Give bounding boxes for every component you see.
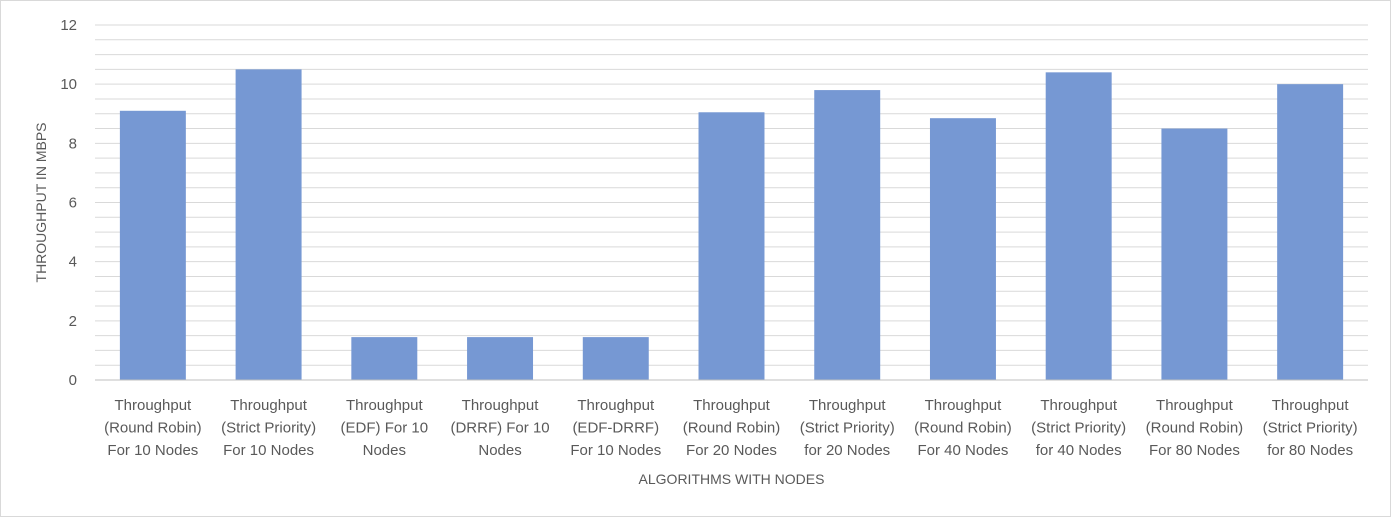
- bars: [119, 69, 1344, 381]
- x-category-label: Throughput (Strict Priority) For 10 Nodes: [221, 397, 316, 459]
- x-axis-title: ALGORITHMS WITH NODES: [639, 471, 825, 487]
- bar: [929, 118, 996, 380]
- x-category-label: Throughput (DRRF) For 10 Nodes: [450, 397, 549, 459]
- y-tick-label: 4: [69, 254, 77, 271]
- y-tick-label: 12: [60, 17, 77, 34]
- bar: [698, 112, 765, 380]
- bar: [1161, 128, 1228, 380]
- y-tick-label: 6: [69, 195, 77, 212]
- x-category-label: Throughput (Strict Priority) for 40 Nodes: [1031, 397, 1126, 459]
- bar: [1045, 72, 1112, 380]
- y-tick-label: 8: [69, 135, 77, 152]
- x-category-label: Throughput (Round Robin) For 20 Nodes: [683, 397, 781, 459]
- x-category-label: Throughput (Strict Priority) for 20 Nodes: [800, 397, 895, 459]
- bar: [1277, 84, 1344, 381]
- bar: [814, 90, 881, 380]
- x-category-label: Throughput (Round Robin) For 80 Nodes: [1146, 397, 1244, 459]
- x-category-label: Throughput (Strict Priority) for 80 Nodes: [1263, 397, 1358, 459]
- x-category-label: Throughput (EDF-DRRF) For 10 Nodes: [570, 397, 661, 459]
- x-category-labels: Throughput (Round Robin) For 10 Nodes Throu…: [104, 397, 1358, 459]
- x-category-label: Throughput (EDF) For 10 Nodes: [341, 397, 429, 459]
- y-tick-labels: 0 2 4 6 8 10 12: [60, 17, 77, 389]
- bar: [467, 337, 534, 380]
- bar: [235, 69, 302, 380]
- x-category-label: Throughput (Round Robin) For 40 Nodes: [914, 397, 1012, 459]
- bar: [351, 337, 418, 380]
- y-axis-title: THROUGHPUT IN MBPS: [33, 123, 49, 283]
- y-tick-label: 10: [60, 76, 77, 93]
- y-tick-label: 2: [69, 313, 77, 330]
- bar: [119, 110, 186, 381]
- x-category-label: Throughput (Round Robin) For 10 Nodes: [104, 397, 202, 459]
- y-tick-label: 0: [69, 372, 77, 389]
- bar: [582, 337, 649, 380]
